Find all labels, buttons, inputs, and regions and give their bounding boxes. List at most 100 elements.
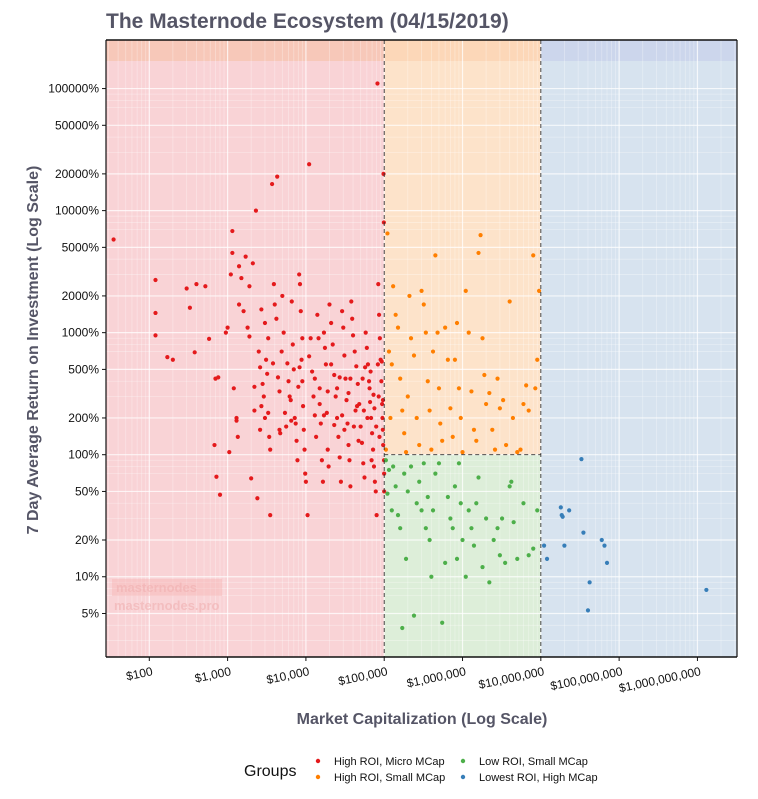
- data-point: [448, 406, 453, 411]
- y-tick-label: 10000%: [55, 204, 99, 218]
- data-point: [452, 484, 458, 489]
- data-point: [298, 309, 303, 314]
- data-point: [297, 281, 303, 287]
- data-point: [320, 479, 326, 484]
- data-point: [212, 442, 217, 448]
- data-point: [391, 464, 396, 469]
- data-point: [227, 450, 232, 455]
- legend-label: Lowest ROI, High MCap: [479, 772, 598, 784]
- data-point: [314, 434, 319, 439]
- data-point: [300, 336, 305, 341]
- data-point: [271, 281, 276, 287]
- data-point: [482, 372, 487, 378]
- data-point: [371, 464, 377, 469]
- data-point: [511, 520, 516, 525]
- data-point: [544, 556, 550, 562]
- data-point: [351, 424, 356, 429]
- data-point: [247, 284, 252, 289]
- data-point: [376, 281, 381, 287]
- data-point: [230, 250, 235, 256]
- data-point: [386, 349, 392, 354]
- data-point: [450, 526, 455, 531]
- region-4: [540, 40, 737, 657]
- data-point: [252, 384, 257, 389]
- data-point: [587, 580, 592, 585]
- data-point: [257, 365, 263, 370]
- data-point: [269, 181, 275, 187]
- data-point: [379, 359, 384, 364]
- legend-marker: [315, 758, 321, 764]
- data-point: [266, 410, 271, 416]
- data-point: [524, 383, 529, 388]
- data-point: [423, 526, 428, 531]
- data-point: [348, 376, 353, 381]
- data-point: [234, 418, 239, 423]
- data-point: [436, 461, 442, 466]
- data-point: [329, 320, 334, 326]
- data-point: [417, 442, 422, 448]
- y-axis-title: 7 Day Average Return on Investment (Log …: [25, 166, 42, 535]
- data-point: [362, 475, 367, 480]
- data-point: [463, 574, 468, 579]
- data-point: [398, 526, 403, 531]
- data-point: [448, 516, 453, 521]
- data-point: [515, 556, 520, 562]
- data-point: [483, 516, 489, 521]
- data-point: [503, 442, 509, 448]
- data-point: [353, 408, 358, 413]
- data-point: [267, 434, 272, 439]
- data-point: [300, 379, 305, 384]
- data-point: [393, 484, 398, 489]
- data-point: [533, 386, 538, 391]
- data-point: [408, 464, 414, 469]
- data-point: [365, 415, 370, 421]
- data-point: [454, 320, 460, 326]
- data-point: [295, 458, 300, 463]
- data-point: [307, 162, 312, 167]
- data-point: [216, 375, 221, 380]
- data-point: [231, 386, 236, 391]
- data-point: [361, 461, 366, 466]
- data-point: [235, 434, 240, 439]
- data-point: [293, 421, 298, 426]
- x-tick-label: $100: [125, 664, 154, 683]
- data-point: [170, 357, 175, 362]
- data-point: [241, 309, 246, 314]
- data-point: [385, 491, 390, 496]
- data-point: [297, 365, 302, 370]
- data-point: [275, 174, 280, 179]
- data-point: [294, 438, 299, 443]
- x-tick-label: $1,000,000: [405, 664, 467, 690]
- data-point: [436, 386, 442, 391]
- data-point: [239, 275, 244, 281]
- data-point: [456, 386, 462, 391]
- data-point: [111, 237, 116, 242]
- data-point: [429, 574, 434, 579]
- data-point: [308, 336, 313, 341]
- data-point: [407, 293, 412, 299]
- data-point: [184, 286, 189, 291]
- data-point: [374, 424, 379, 429]
- data-point: [266, 336, 271, 341]
- data-point: [425, 379, 430, 384]
- data-point: [292, 415, 297, 421]
- data-point: [289, 418, 294, 423]
- data-point: [389, 362, 394, 367]
- data-point: [581, 530, 586, 535]
- data-point: [379, 379, 384, 384]
- data-point: [440, 438, 445, 443]
- data-point: [365, 362, 371, 367]
- data-point: [370, 447, 376, 452]
- data-point: [288, 398, 293, 403]
- data-point: [536, 288, 542, 293]
- data-point: [364, 345, 369, 351]
- data-point: [374, 512, 379, 518]
- data-point: [503, 560, 508, 565]
- data-point: [262, 320, 268, 326]
- data-point: [393, 312, 398, 317]
- data-point: [408, 336, 414, 341]
- data-point: [296, 384, 301, 389]
- data-point: [495, 376, 500, 381]
- data-point: [274, 316, 279, 321]
- data-point: [278, 431, 283, 436]
